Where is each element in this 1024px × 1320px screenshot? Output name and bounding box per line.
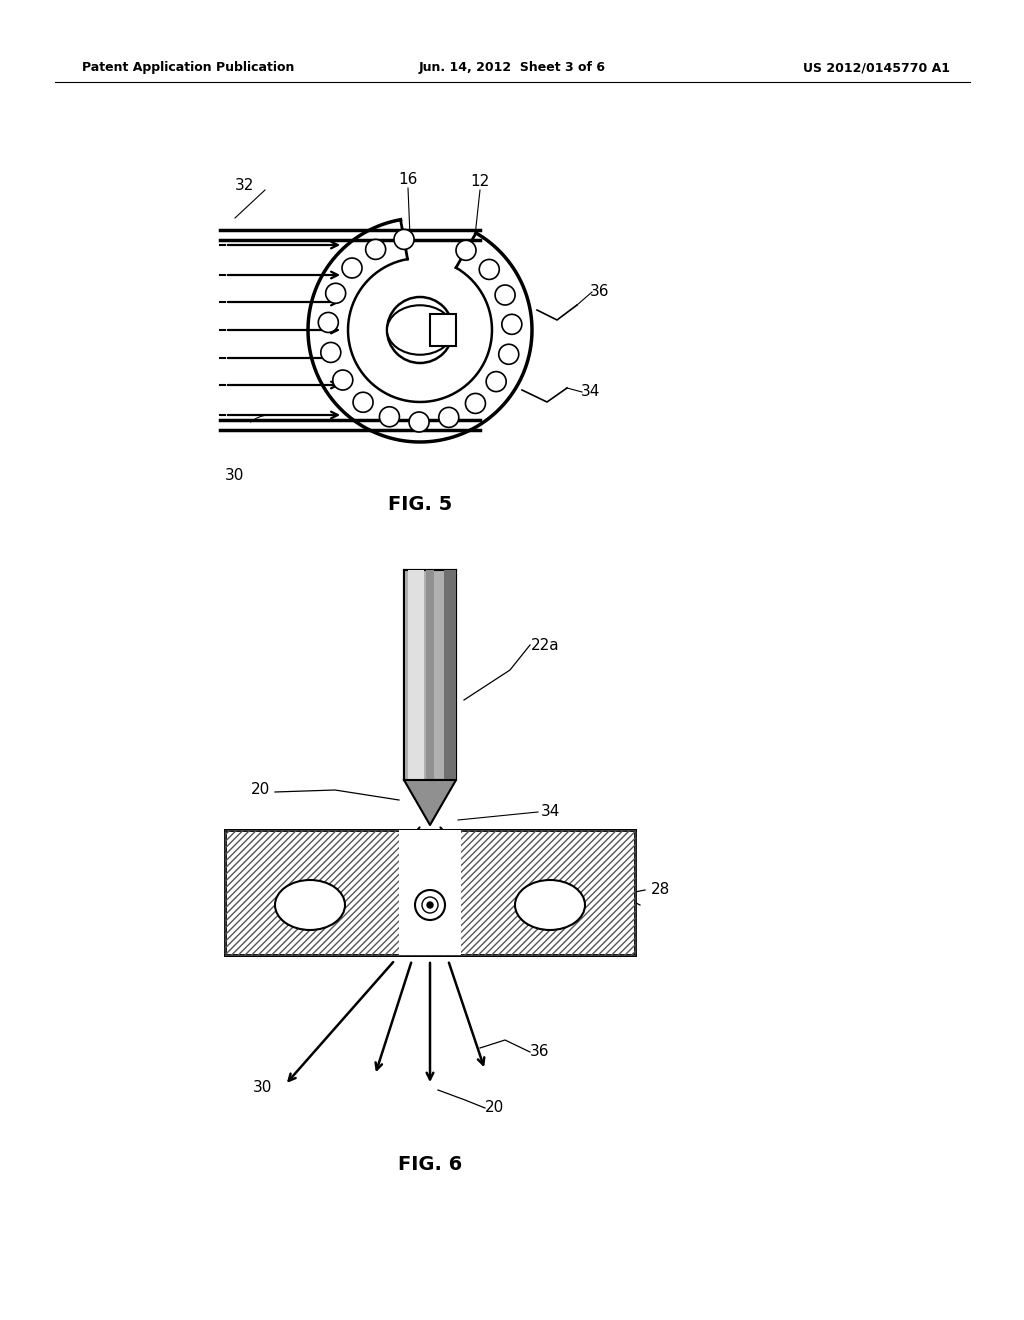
Text: 20: 20 bbox=[251, 783, 269, 797]
Circle shape bbox=[422, 898, 438, 913]
Text: 34: 34 bbox=[581, 384, 600, 400]
Circle shape bbox=[333, 370, 353, 389]
Bar bbox=[430, 314, 456, 346]
Text: 16: 16 bbox=[398, 173, 418, 187]
Polygon shape bbox=[404, 780, 456, 825]
Circle shape bbox=[466, 393, 485, 413]
Circle shape bbox=[427, 902, 433, 908]
Bar bbox=[408, 570, 424, 780]
Circle shape bbox=[342, 257, 362, 279]
Text: 32: 32 bbox=[236, 177, 255, 193]
Circle shape bbox=[499, 345, 519, 364]
Circle shape bbox=[486, 372, 506, 392]
Circle shape bbox=[394, 230, 414, 249]
Circle shape bbox=[353, 392, 373, 412]
Ellipse shape bbox=[387, 305, 453, 355]
Circle shape bbox=[409, 412, 429, 432]
Text: FIG. 5: FIG. 5 bbox=[388, 495, 453, 515]
Bar bbox=[225, 830, 635, 954]
Text: 22a: 22a bbox=[530, 638, 559, 652]
Circle shape bbox=[415, 890, 445, 920]
Circle shape bbox=[326, 284, 346, 304]
Bar bbox=[444, 570, 456, 780]
Text: 28: 28 bbox=[650, 883, 670, 898]
Bar bbox=[225, 830, 635, 954]
Circle shape bbox=[439, 408, 459, 428]
Text: 30: 30 bbox=[225, 467, 245, 483]
Bar bbox=[399, 830, 461, 954]
Text: US 2012/0145770 A1: US 2012/0145770 A1 bbox=[803, 62, 950, 74]
Circle shape bbox=[495, 285, 515, 305]
Bar bbox=[426, 570, 434, 780]
Text: 30: 30 bbox=[252, 1081, 271, 1096]
Text: 36: 36 bbox=[590, 285, 609, 300]
Circle shape bbox=[380, 407, 399, 426]
Text: Jun. 14, 2012  Sheet 3 of 6: Jun. 14, 2012 Sheet 3 of 6 bbox=[419, 62, 605, 74]
Circle shape bbox=[479, 260, 500, 280]
Ellipse shape bbox=[275, 880, 345, 931]
Text: 36: 36 bbox=[530, 1044, 550, 1060]
Ellipse shape bbox=[515, 880, 585, 931]
Text: 12: 12 bbox=[470, 174, 489, 190]
Circle shape bbox=[456, 240, 476, 260]
Text: FIG. 6: FIG. 6 bbox=[398, 1155, 462, 1175]
Bar bbox=[404, 570, 456, 780]
Circle shape bbox=[425, 900, 435, 909]
Circle shape bbox=[318, 313, 338, 333]
Circle shape bbox=[502, 314, 522, 334]
Circle shape bbox=[321, 342, 341, 363]
Text: 34: 34 bbox=[541, 804, 560, 820]
Text: Patent Application Publication: Patent Application Publication bbox=[82, 62, 294, 74]
Text: 20: 20 bbox=[485, 1101, 505, 1115]
Circle shape bbox=[366, 239, 386, 260]
Circle shape bbox=[387, 297, 453, 363]
